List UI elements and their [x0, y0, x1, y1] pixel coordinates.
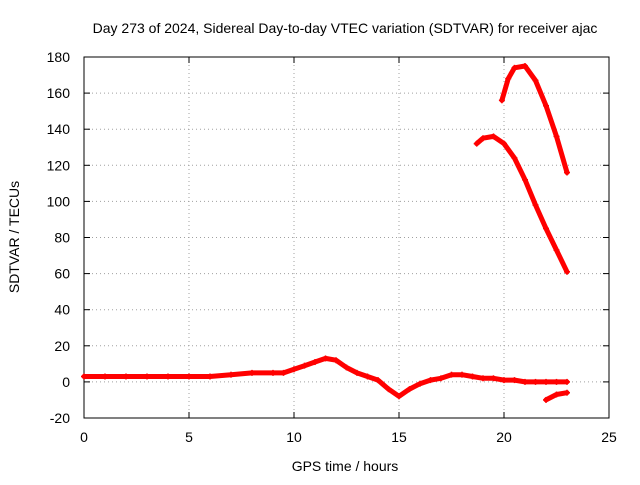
- data-point: [532, 378, 539, 385]
- y-tick-label: 160: [47, 85, 71, 101]
- data-point: [417, 380, 423, 387]
- data-point: [291, 366, 297, 373]
- grid: [84, 57, 609, 418]
- data-point: [490, 375, 497, 382]
- data-point: [511, 155, 518, 162]
- data-point: [498, 97, 505, 104]
- y-tick-label: 40: [54, 302, 70, 318]
- data-point: [532, 77, 539, 84]
- data-point: [322, 355, 329, 362]
- data-point: [396, 393, 402, 400]
- data-point: [406, 386, 413, 393]
- data-point: [532, 202, 539, 209]
- data-point: [228, 371, 234, 378]
- data-point: [473, 140, 480, 147]
- data-point: [144, 373, 150, 380]
- data-point: [543, 102, 549, 109]
- y-tick-label: 180: [47, 49, 71, 65]
- data-points: [81, 63, 570, 403]
- data-point: [301, 362, 308, 369]
- data-point: [249, 369, 255, 376]
- data-point: [270, 369, 276, 376]
- y-tick-label: 120: [47, 157, 71, 173]
- chart-title: Day 273 of 2024, Sidereal Day-to-day VTE…: [93, 20, 598, 36]
- data-point: [280, 369, 287, 376]
- data-point: [459, 371, 465, 378]
- series-2-trace: [499, 63, 570, 175]
- data-point: [333, 357, 339, 364]
- data-point: [207, 373, 213, 380]
- data-point: [564, 389, 570, 396]
- y-tick-label: 80: [54, 230, 70, 246]
- data-point: [553, 133, 560, 140]
- data-point: [385, 386, 392, 393]
- data-point: [501, 140, 507, 147]
- data-point: [553, 391, 560, 398]
- series-1-trace: [474, 133, 570, 275]
- data-point: [564, 268, 570, 275]
- y-tick-label: 140: [47, 121, 71, 137]
- x-tick-label: 0: [80, 429, 88, 445]
- data-point: [354, 369, 360, 376]
- data-point: [522, 63, 528, 70]
- x-tick-label: 20: [496, 429, 512, 445]
- data-point: [438, 375, 444, 382]
- x-tick-label: 10: [286, 429, 302, 445]
- data-point: [553, 247, 560, 254]
- y-tick-label: 20: [54, 338, 70, 354]
- data-point: [543, 396, 549, 403]
- data-point: [522, 176, 528, 183]
- x-tick-label: 25: [601, 429, 617, 445]
- data-point: [511, 377, 518, 384]
- data-point: [123, 373, 129, 380]
- x-axis-label: GPS time / hours: [292, 458, 399, 474]
- ticks: 0 5 10 15 20 25 -20 0 20 40 60 80 100 120 140 160 180: [47, 49, 617, 445]
- data-point: [501, 377, 507, 384]
- y-tick-label: -20: [50, 410, 70, 426]
- data-point: [448, 371, 455, 378]
- y-tick-label: 100: [47, 193, 71, 209]
- data-point: [543, 225, 549, 232]
- x-tick-label: 15: [391, 429, 407, 445]
- data-point: [543, 378, 549, 385]
- data-point: [480, 375, 486, 382]
- data-point: [511, 64, 518, 71]
- data-point: [364, 373, 371, 380]
- data-point: [343, 364, 350, 371]
- y-tick-label: 0: [62, 374, 70, 390]
- data-point: [522, 378, 528, 385]
- data-point: [427, 377, 434, 384]
- data-point: [490, 133, 497, 140]
- data-point: [102, 373, 108, 380]
- data-point: [375, 377, 381, 384]
- data-point: [564, 169, 570, 176]
- data-point: [312, 359, 318, 366]
- y-axis-label: SDTVAR / TECUs: [6, 181, 22, 293]
- data-point: [186, 373, 192, 380]
- data-point: [553, 378, 560, 385]
- data-point: [469, 373, 476, 380]
- data-point: [480, 135, 486, 142]
- y-tick-label: 60: [54, 266, 70, 282]
- x-tick-label: 5: [185, 429, 193, 445]
- data-point: [505, 75, 512, 82]
- data-point: [564, 378, 570, 385]
- data-point: [165, 373, 171, 380]
- data-point: [81, 373, 87, 380]
